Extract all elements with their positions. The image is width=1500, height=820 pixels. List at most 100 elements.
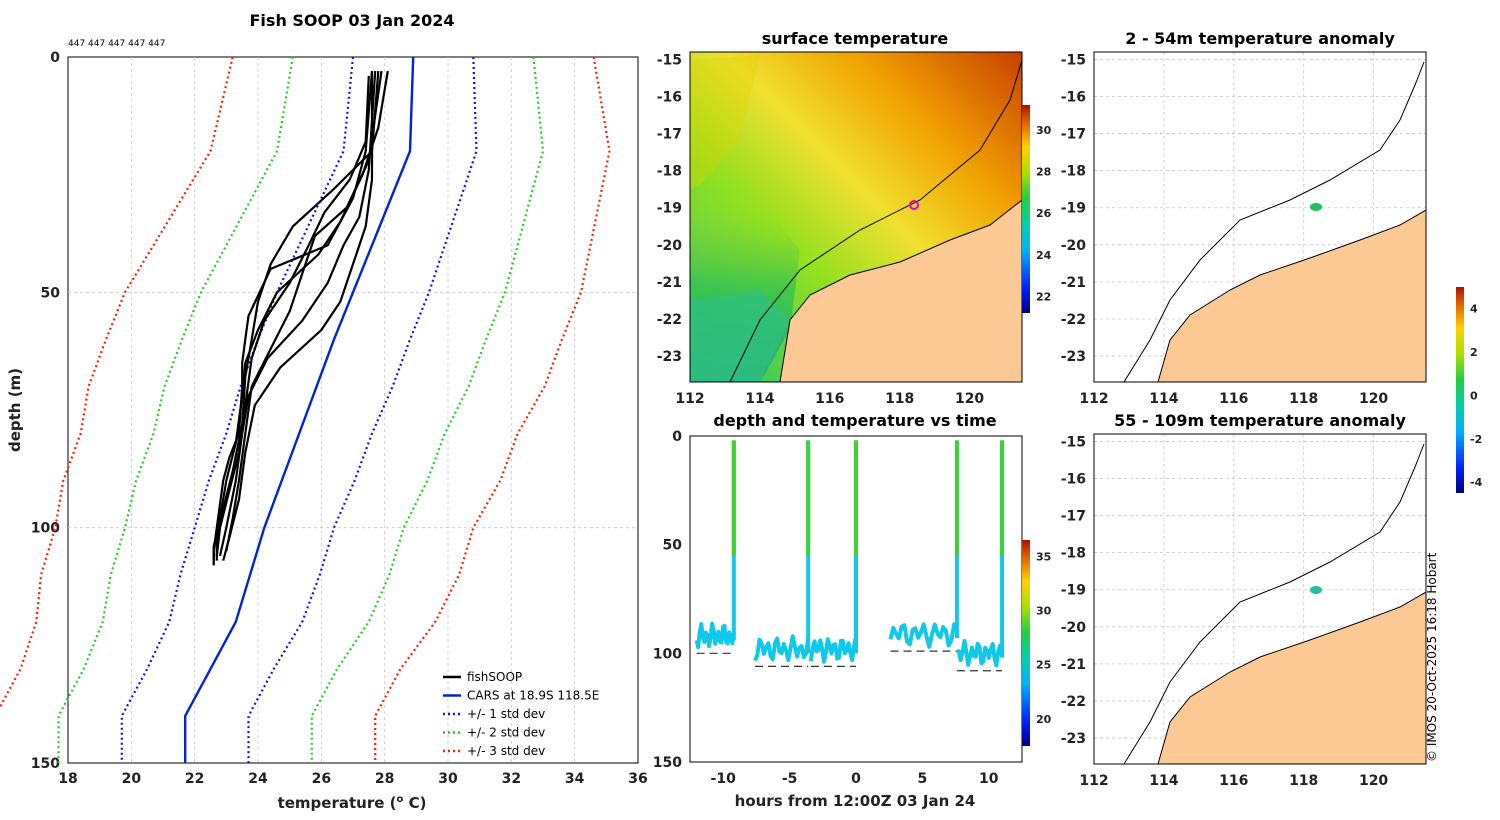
map-ytick: -20 — [1061, 238, 1087, 254]
map-ytick: -19 — [657, 201, 682, 217]
profile-ytick: 0 — [50, 50, 60, 66]
depth-time-colorbar-tick: 25 — [1036, 659, 1051, 672]
anom-upper-point — [1310, 203, 1322, 211]
anom-lower-tick-labels: 112 114 116 118 120 -15 -16 -17 -18 -19 -20 -21 -22 -… — [1061, 434, 1389, 789]
profile-xlabel: temperature (o C) — [278, 794, 427, 812]
sst-colorbar-tick: 22 — [1036, 290, 1051, 303]
map-xtick: 114 — [1149, 773, 1178, 789]
profile-tick-labels: 18 20 22 24 26 28 30 32 34 36 0 50 100 150 — [31, 50, 648, 787]
fishsoop-profile-6 — [218, 71, 377, 557]
depth-time-xlabel: hours from 12:00Z 03 Jan 24 — [735, 792, 976, 810]
profile-ytick: 150 — [31, 756, 60, 772]
anom-lower-axes — [1093, 433, 1427, 765]
anomaly-colorbar-tick: -2 — [1470, 433, 1482, 446]
depth-time-colorbar-tick: 20 — [1036, 713, 1052, 726]
map-xtick: 116 — [1219, 391, 1248, 407]
profile-legend: fishSOOP CARS at 18.9S 118.5E +/- 1 std de… — [443, 670, 599, 758]
profile-xtick: 30 — [438, 771, 458, 787]
profile-xtick: 28 — [375, 771, 394, 787]
map-xtick: 112 — [1079, 773, 1108, 789]
depth-trace — [694, 621, 736, 650]
depth-time-colorbar-tick: 30 — [1036, 604, 1052, 617]
depth-time-xtick: -10 — [711, 771, 737, 787]
map-xtick: 118 — [1289, 391, 1318, 407]
map-ytick: -23 — [1061, 731, 1086, 747]
profile-xtick: 26 — [312, 771, 331, 787]
anomaly-colorbar — [1456, 287, 1464, 493]
depth-time-colorbar — [1022, 540, 1030, 746]
profile-panel: 18 20 22 24 26 28 30 32 34 36 0 50 100 150 temperatur… — [0, 50, 648, 812]
depth-time-panel: depth and temperature vs time -10 -5 0 5 100… — [653, 411, 1052, 810]
anom-upper-land — [1158, 210, 1426, 382]
anom-upper-tick-labels: 112 114 116 118 120 -15 -16 -17 -18 -19 -20 -21 -22 -… — [1061, 52, 1389, 407]
std-dev-3-plus-line — [374, 56, 611, 763]
fishsoop-profile-7 — [222, 71, 374, 561]
map-xtick: 112 — [1079, 391, 1108, 407]
map-ytick: -16 — [1061, 89, 1086, 105]
map-ytick: -22 — [1061, 694, 1086, 710]
anom-lower-land — [1158, 592, 1426, 764]
sst-isobath — [729, 59, 1022, 382]
map-xtick: 116 — [1219, 773, 1248, 789]
profile-xtick: 36 — [628, 771, 647, 787]
map-xtick: 120 — [1359, 773, 1388, 789]
depth-trace — [753, 634, 811, 663]
anomaly-colorbar-tick: 0 — [1470, 389, 1478, 402]
fishsoop-profile-5 — [225, 70, 383, 552]
legend-entry: fishSOOP — [467, 670, 522, 684]
map-xtick: 120 — [955, 391, 984, 407]
profile-xtick: 18 — [58, 771, 77, 787]
anom-upper-coastline — [1157, 209, 1426, 382]
map-ytick: -18 — [657, 164, 682, 180]
profile-ytick: 100 — [31, 521, 60, 537]
profile-grid — [68, 57, 638, 763]
map-ytick: -21 — [1061, 275, 1086, 291]
sst-land — [780, 200, 1022, 382]
fishsoop-profile-4 — [215, 75, 370, 557]
profile-ylabel: depth (m) — [6, 368, 24, 452]
anom-lower-isobath — [1123, 443, 1425, 764]
anomaly-colorbar-tick: 2 — [1470, 346, 1478, 359]
fishsoop-profile-3 — [215, 71, 380, 561]
sst-title: surface temperature — [762, 29, 949, 48]
map-ytick: -17 — [1061, 509, 1086, 525]
depth-trace — [956, 638, 1005, 668]
sst-colorbar-ticks: 22 24 26 28 30 — [1036, 124, 1052, 303]
anomaly-colorbar-tick: 4 — [1470, 303, 1478, 316]
map-ytick: -23 — [657, 349, 682, 365]
map-ytick: -18 — [1061, 546, 1086, 562]
profile-xtick: 22 — [185, 771, 204, 787]
sst-colorbar-tick: 26 — [1036, 207, 1052, 220]
std-dev-2-plus-line — [310, 56, 545, 763]
map-ytick: -19 — [1061, 201, 1086, 217]
map-ytick: -16 — [657, 89, 682, 105]
depth-time-ytick: 50 — [663, 538, 683, 554]
map-ytick: -23 — [1061, 349, 1086, 365]
map-ytick: -15 — [1061, 52, 1086, 68]
anom-upper-isobath — [1123, 61, 1425, 382]
map-ytick: -22 — [1061, 312, 1086, 328]
profile-ytick: 50 — [41, 285, 61, 301]
depth-time-ytick: 150 — [653, 755, 682, 771]
map-xtick: 116 — [815, 391, 844, 407]
map-xtick: 118 — [885, 391, 914, 407]
anom-lower-panel: 55 - 109m temperature anomaly 112 114 116 1… — [1061, 287, 1483, 789]
std-dev-1-minus-line — [120, 56, 355, 763]
profile-xtick: 24 — [248, 771, 268, 787]
cars-line — [183, 56, 415, 763]
map-ytick: -18 — [1061, 164, 1086, 180]
depth-time-data — [694, 440, 1005, 672]
anomaly-colorbar-ticks: 4 2 0 -2 -4 — [1470, 303, 1483, 489]
map-ytick: -22 — [657, 312, 682, 328]
anom-lower-coastline — [1157, 591, 1426, 764]
depth-time-ytick: 0 — [672, 429, 682, 445]
depth-time-ytick: 100 — [653, 646, 682, 662]
map-xtick: 114 — [745, 391, 774, 407]
sst-colorbar — [1022, 105, 1030, 313]
sst-coastline — [779, 199, 1022, 382]
depth-time-xtick: 0 — [851, 771, 861, 787]
map-ytick: -21 — [1061, 657, 1086, 673]
sst-track-marker — [909, 200, 919, 210]
anom-upper-title: 2 - 54m temperature anomaly — [1125, 29, 1395, 48]
